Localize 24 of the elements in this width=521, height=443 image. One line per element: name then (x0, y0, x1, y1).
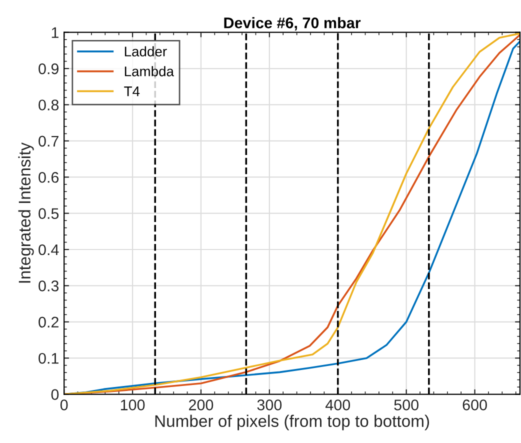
y-tick-label: 0.6 (38, 172, 59, 183)
legend-label: Lambda (124, 66, 174, 76)
x-tick-label: 0 (60, 400, 68, 410)
x-tick-label: 300 (257, 400, 282, 410)
x-tick-label: 100 (120, 400, 145, 410)
legend-label: Ladder (124, 46, 167, 56)
y-tick-label: 0 (51, 389, 59, 400)
y-tick-label: 0.9 (38, 63, 58, 74)
y-tick-label: 0.4 (38, 244, 59, 256)
x-tick-label: 600 (462, 400, 487, 410)
y-tick-label: 1 (52, 27, 58, 38)
x-tick-label: 500 (394, 400, 418, 410)
x-tick-label: 400 (325, 400, 350, 410)
chart-title: Device #6, 70 mbar (224, 17, 361, 31)
x-axis-title: Number of pixels (from top to bottom) (155, 414, 430, 430)
x-tick-label: 200 (189, 400, 214, 410)
y-tick-label: 0.3 (38, 280, 59, 292)
y-tick-label: 0.2 (38, 316, 58, 328)
y-axis-title: Integrated Intensity (18, 142, 34, 283)
y-tick-label: 0.7 (38, 136, 58, 147)
y-tick-label: 0.1 (38, 352, 58, 364)
y-tick-label: 0.8 (38, 100, 59, 110)
legend-label: T4 (124, 86, 140, 96)
y-tick-label: 0.5 (38, 208, 59, 219)
